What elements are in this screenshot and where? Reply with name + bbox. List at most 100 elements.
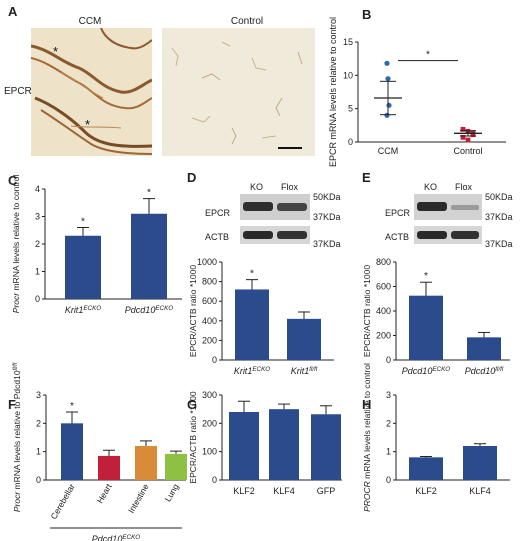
bar-E-1 — [467, 337, 501, 360]
ytick-label-E-2: 400 — [376, 306, 391, 316]
bar-C-1 — [131, 213, 167, 299]
bar-H-0 — [409, 457, 443, 480]
bar-C-0 — [65, 235, 101, 299]
blot-e-lane-ko: KO — [424, 182, 438, 192]
ytick-label-G-3: 300 — [202, 390, 217, 400]
xtick-label-G-0: KLF2 — [233, 486, 255, 496]
panel-e-letter: E — [362, 170, 371, 185]
ytick-label-H-3: 3 — [386, 390, 391, 400]
ytick-label-H-0: 0 — [386, 475, 391, 485]
blot-d-row-actb: ACTB — [205, 232, 230, 242]
ccm-image-title: CCM — [78, 16, 102, 27]
ytick-label-G-0: 0 — [212, 475, 217, 485]
blot-e-lane-flox: Flox — [455, 182, 473, 192]
point-B-1-0 — [460, 126, 466, 132]
ytick-label-B-2: 10 — [343, 70, 353, 80]
xtick-label-F-0: Cerebellar — [48, 482, 76, 521]
bar-F-2 — [135, 446, 157, 480]
ytick-label-D-4: 800 — [202, 277, 217, 287]
xtick-label-F-1: Heart — [95, 481, 114, 505]
blot-d-marker-37b: 37KDa — [313, 239, 341, 249]
panel-b-letter: B — [362, 7, 371, 22]
blot-d-epcr-band — [240, 194, 310, 220]
bar-F-1 — [98, 455, 120, 480]
blot-d-lane-ko: KO — [250, 182, 264, 192]
blot-e-marker-37a: 37KDa — [485, 212, 513, 222]
ytick-label-D-0: 0 — [212, 355, 217, 365]
ylabel-D: EPCR/ACTB ratio *1000 — [188, 265, 198, 357]
bar-G-0 — [229, 412, 259, 480]
xtick-label-D-0: Krit1ECKO — [234, 366, 270, 377]
ytick-label-H-2: 2 — [386, 418, 391, 428]
ylabel-F: Procr mRNA levels relative to Pdcd10fl/f… — [12, 362, 22, 512]
panel-c-letter: C — [8, 173, 18, 188]
ytick-label-D-2: 400 — [202, 316, 217, 326]
blot-d-marker-50: 50KDa — [313, 192, 341, 202]
ccm-micrograph: * * — [31, 28, 152, 156]
ytick-label-E-0: 0 — [386, 355, 391, 365]
point-B-0-0 — [384, 60, 390, 66]
xtick-label-B-1: Control — [453, 146, 482, 156]
control-image-title: Control — [230, 16, 264, 27]
ytick-label-C-2: 2 — [35, 239, 40, 249]
point-B-0-1 — [385, 76, 391, 82]
blot-d-marker-37a: 37KDa — [313, 212, 341, 222]
point-B-0-3 — [384, 112, 390, 118]
annotation-D-0: * — [250, 269, 254, 280]
ytick-label-F-1: 1 — [36, 447, 41, 457]
xtick-label-C-1: Pdcd10ECKO — [125, 305, 173, 316]
ytick-label-B-1: 5 — [348, 104, 353, 114]
point-B-0-2 — [386, 102, 392, 108]
ylabel-E: EPCR/ACTB ratio *1000 — [362, 265, 372, 357]
ytick-label-C-3: 3 — [35, 212, 40, 222]
xtick-label-D-1: Krit1fl/fl — [291, 366, 318, 377]
point-B-1-4 — [465, 137, 471, 143]
bar-E-0 — [409, 295, 443, 360]
panel-f-letter: F — [8, 397, 16, 412]
panel-g-letter: G — [187, 397, 197, 412]
ylabel-B: EPCR mRNA levels relative to control — [328, 17, 338, 167]
group-label-F: Pdcd10ECKO — [92, 534, 140, 541]
ccm-lumen-star-1: * — [53, 44, 58, 59]
ytick-label-D-1: 200 — [202, 335, 217, 345]
blot-e-marker-37b: 37KDa — [485, 239, 513, 249]
blot-e-row-actb: ACTB — [385, 232, 410, 242]
bar-D-0 — [235, 289, 269, 360]
ytick-label-B-3: 15 — [343, 37, 353, 47]
xtick-label-F-2: Intestine — [126, 482, 151, 515]
annotation-E-0: * — [424, 271, 428, 282]
panel-h-letter: H — [362, 397, 371, 412]
ytick-label-G-1: 100 — [202, 447, 217, 457]
ytick-label-C-4: 4 — [35, 184, 40, 194]
ylabel-H: PROCR mRNA levels relative to control — [362, 363, 372, 512]
blot-d-lane-flox: Flox — [281, 182, 299, 192]
xtick-label-H-0: KLF2 — [415, 486, 437, 496]
bar-H-1 — [463, 446, 497, 480]
ytick-label-E-3: 600 — [376, 282, 391, 292]
ytick-label-B-0: 0 — [348, 137, 353, 147]
ytick-label-E-4: 800 — [376, 257, 391, 267]
bar-F-3 — [165, 453, 187, 480]
xtick-label-E-1: Pdcd10fl/fl — [465, 366, 504, 377]
ytick-label-H-1: 1 — [386, 447, 391, 457]
ccm-lumen-star-2: * — [85, 117, 90, 132]
ylabel-G: EPCR/ACTB ratio *1000 — [188, 391, 198, 483]
significance-star-B: * — [426, 50, 430, 61]
bar-G-2 — [311, 414, 341, 480]
blot-d-row-epcr: EPCR — [205, 208, 231, 218]
blot-e-row-epcr: EPCR — [385, 208, 411, 218]
ytick-label-D-5: 1000 — [197, 257, 217, 267]
ytick-label-F-2: 2 — [36, 418, 41, 428]
blot-e-marker-50: 50KDa — [485, 192, 513, 202]
xtick-label-G-2: GFP — [317, 486, 336, 496]
point-B-1-3 — [460, 134, 466, 140]
ytick-label-C-0: 0 — [35, 294, 40, 304]
ytick-label-F-3: 3 — [36, 390, 41, 400]
ytick-label-E-1: 200 — [376, 331, 391, 341]
blot-e-actb-band — [414, 226, 482, 244]
blot-e-epcr-band — [414, 194, 482, 220]
xtick-label-G-1: KLF4 — [273, 486, 295, 496]
annotation-C-1: * — [147, 188, 151, 199]
epcr-side-label: EPCR — [4, 86, 32, 97]
